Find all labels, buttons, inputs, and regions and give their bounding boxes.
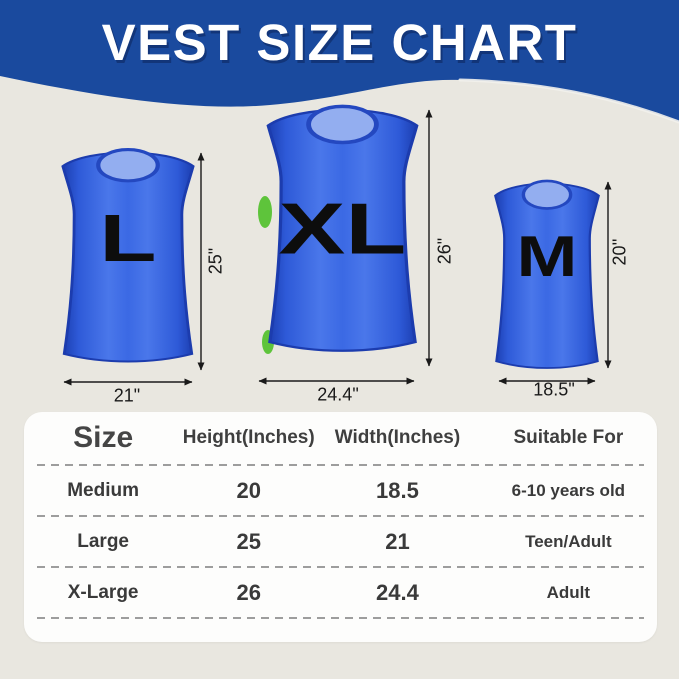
vest-l-width-label: 21" bbox=[113, 385, 141, 406]
cell-size: X-Large bbox=[67, 581, 139, 603]
vest-medium-illustration: M bbox=[494, 179, 600, 369]
cell-suitable: 6-10 years old bbox=[511, 480, 626, 500]
table-divider bbox=[37, 617, 644, 619]
vest-size-letter: XL bbox=[279, 189, 407, 269]
cell-height: 25 bbox=[236, 528, 261, 554]
column-header-width: Width(Inches) bbox=[334, 427, 461, 448]
vest-neckline bbox=[306, 104, 379, 145]
table-divider bbox=[37, 464, 644, 466]
vest-neckline bbox=[521, 179, 573, 210]
column-header-height: Height(Inches) bbox=[182, 427, 315, 448]
vest-m-width-label: 18.5" bbox=[533, 379, 575, 400]
vest-size-letter: M bbox=[517, 223, 578, 288]
table-divider bbox=[37, 515, 644, 517]
cell-size: Medium bbox=[67, 479, 140, 501]
table-row-medium: Medium 20 18.5 6-10 years old bbox=[24, 466, 657, 515]
vest-body bbox=[494, 182, 600, 369]
cell-suitable: Teen/Adult bbox=[525, 531, 612, 551]
table-row-xlarge: X-Large 26 24.4 Adult bbox=[24, 568, 657, 617]
vest-l-height-label: 25" bbox=[205, 247, 226, 275]
cell-height: 20 bbox=[236, 477, 261, 503]
cell-suitable: Adult bbox=[546, 582, 591, 602]
column-header-size: Size bbox=[73, 421, 134, 454]
column-header-suitable: Suitable For bbox=[513, 427, 624, 448]
vest-xl-width-label: 24.4" bbox=[317, 384, 359, 405]
green-vest-sliver-armpit bbox=[258, 196, 272, 228]
size-table-header-row: Size Height(Inches) Width(Inches) Suitab… bbox=[24, 412, 657, 464]
size-table-card: Size Height(Inches) Width(Inches) Suitab… bbox=[24, 412, 657, 642]
cell-size: Large bbox=[77, 530, 129, 552]
vest-body bbox=[266, 108, 419, 352]
vest-neckline bbox=[96, 148, 160, 183]
cell-width: 21 bbox=[385, 528, 410, 554]
table-row-large: Large 25 21 Teen/Adult bbox=[24, 517, 657, 566]
vest-m-height-label: 20'' bbox=[609, 238, 630, 266]
vest-xlarge-illustration: XL bbox=[266, 104, 419, 352]
vest-size-letter: L bbox=[99, 202, 156, 276]
cell-width: 24.4 bbox=[376, 579, 419, 605]
table-divider bbox=[37, 566, 644, 568]
page-title: VEST SIZE CHART bbox=[101, 14, 578, 71]
header-banner-wave bbox=[0, 0, 679, 124]
vest-xl-height-label: 26" bbox=[434, 237, 455, 265]
vest-body bbox=[61, 151, 195, 363]
vest-large-illustration: L bbox=[61, 148, 195, 363]
cell-height: 26 bbox=[236, 579, 261, 605]
cell-width: 18.5 bbox=[376, 477, 419, 503]
